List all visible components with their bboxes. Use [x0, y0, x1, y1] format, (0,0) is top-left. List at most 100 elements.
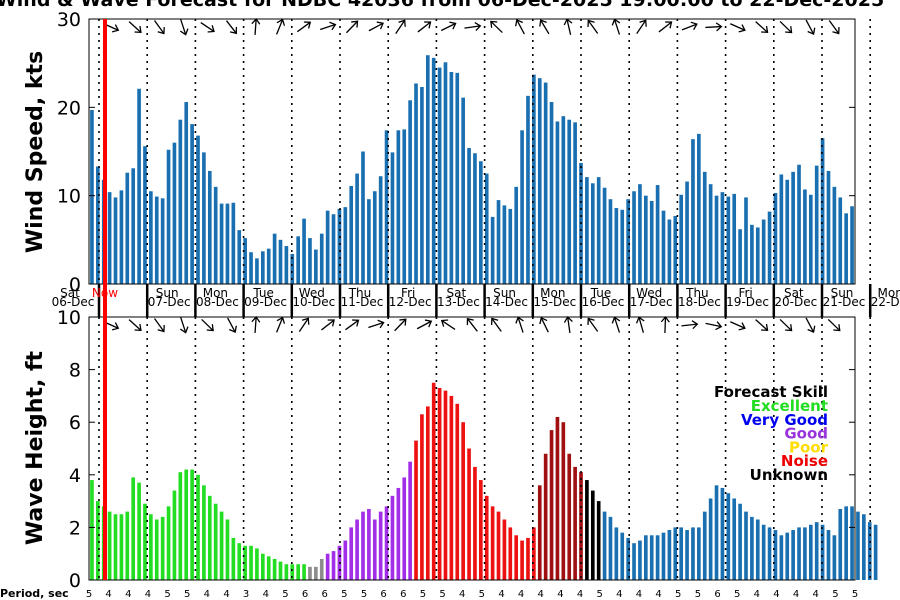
wave-bar	[555, 416, 560, 580]
wind-bar	[608, 199, 613, 284]
arrow-head	[466, 317, 474, 326]
wind-bar	[549, 102, 554, 284]
wind-bar	[532, 74, 536, 285]
arrow-shaft	[368, 321, 384, 329]
wind-direction-arrow	[179, 19, 189, 36]
wind-bar	[590, 183, 595, 284]
wave-y-ticks: 0 2 4 6 8 10	[57, 307, 855, 592]
arrow-shaft	[153, 20, 165, 34]
legend-item-poor: Poor	[789, 438, 829, 456]
wind-ytick-label: 0	[69, 274, 81, 296]
arrow-shaft	[200, 21, 215, 33]
period-value: 4	[459, 589, 465, 600]
wind-bar	[767, 211, 772, 284]
date-label: 11-Dec	[341, 295, 384, 309]
wave-bar	[290, 564, 295, 580]
wave-y-axis-label: Wave Height, ft	[23, 350, 48, 545]
wave-bar	[367, 508, 371, 580]
wave-bar	[496, 511, 501, 580]
wave-bar	[561, 422, 566, 580]
arrow-head	[715, 22, 723, 32]
wind-direction-arrow	[587, 19, 599, 34]
wave-bar	[461, 422, 465, 580]
wind-bar	[479, 161, 483, 284]
wind-direction-arrow	[153, 20, 165, 35]
wave-bar	[526, 537, 530, 580]
wind-bar	[302, 218, 306, 284]
arrow-head	[440, 319, 449, 327]
wind-bar	[184, 102, 189, 284]
wind-bar	[396, 130, 401, 284]
wind-direction-arrow	[296, 21, 312, 33]
wave-bar	[573, 466, 577, 580]
wave-bar	[832, 535, 837, 580]
wind-bar	[325, 210, 330, 284]
arrow-head	[352, 319, 360, 327]
arrow-shaft	[491, 318, 502, 332]
arrow-shaft	[368, 22, 384, 32]
wind-bar	[172, 142, 177, 284]
wind-bar	[585, 177, 589, 284]
arrow-shaft	[490, 20, 503, 34]
wave-bar	[714, 485, 719, 580]
wind-bar	[255, 258, 259, 284]
wind-direction-arrow	[128, 21, 142, 34]
arrow-shaft	[298, 318, 309, 332]
wind-bar	[508, 208, 513, 284]
arrow-shaft	[681, 23, 698, 31]
arrow-head	[691, 320, 699, 330]
period-value: 4	[518, 589, 524, 600]
wave-bar	[355, 519, 359, 580]
wave-bar	[602, 511, 607, 580]
wind-bar	[461, 97, 465, 285]
wind-direction-arrow	[368, 21, 384, 32]
wind-bar	[691, 139, 695, 284]
arrow-head	[490, 317, 499, 325]
wind-bar	[702, 171, 707, 284]
wind-bar	[266, 248, 271, 284]
arrow-shaft	[153, 318, 165, 332]
period-value: 6	[714, 589, 720, 600]
wind-bar	[673, 215, 678, 284]
wind-bar	[154, 196, 159, 284]
wave-bar	[237, 543, 242, 580]
wave-ytick-label: 10	[57, 307, 81, 329]
arrow-shaft	[345, 319, 359, 331]
period-value: 4	[105, 589, 111, 600]
wind-direction-arrow	[490, 20, 503, 34]
wave-bar	[131, 477, 136, 580]
wave-bar	[284, 564, 289, 580]
wave-bar	[213, 503, 218, 580]
wave-bar	[626, 537, 630, 580]
wind-bar	[537, 78, 542, 285]
day-of-week-label: Mon	[203, 286, 228, 300]
wave-direction-arrow	[466, 317, 478, 332]
wind-bar	[520, 130, 524, 284]
wave-bar	[520, 540, 524, 580]
wave-direction-arrow	[490, 317, 502, 332]
wind-bar	[237, 230, 242, 284]
wave-direction-arrow	[635, 316, 645, 333]
day-of-week-label: Sun	[831, 286, 854, 300]
wave-direction-arrow	[227, 317, 237, 333]
arrow-shaft	[613, 19, 621, 35]
day-of-week-label: Mon	[878, 286, 900, 300]
wave-bar	[862, 514, 866, 580]
wind-bar	[744, 197, 748, 284]
wind-bar	[685, 181, 689, 284]
wave-bar	[302, 564, 306, 580]
wind-bar	[785, 179, 790, 284]
period-value: 4	[498, 589, 504, 600]
wind-bar	[384, 130, 389, 284]
arrow-head	[424, 21, 432, 29]
wave-bar	[261, 553, 265, 580]
period-value: 4	[263, 589, 269, 600]
wave-direction-arrow	[611, 316, 621, 333]
arrow-shaft	[517, 317, 524, 333]
wave-bar	[219, 511, 224, 580]
period-value: 5	[675, 589, 681, 600]
wind-direction-arrow	[440, 21, 457, 32]
period-value: 5	[479, 589, 485, 600]
wind-bar	[614, 208, 619, 284]
wave-bar	[390, 495, 395, 580]
